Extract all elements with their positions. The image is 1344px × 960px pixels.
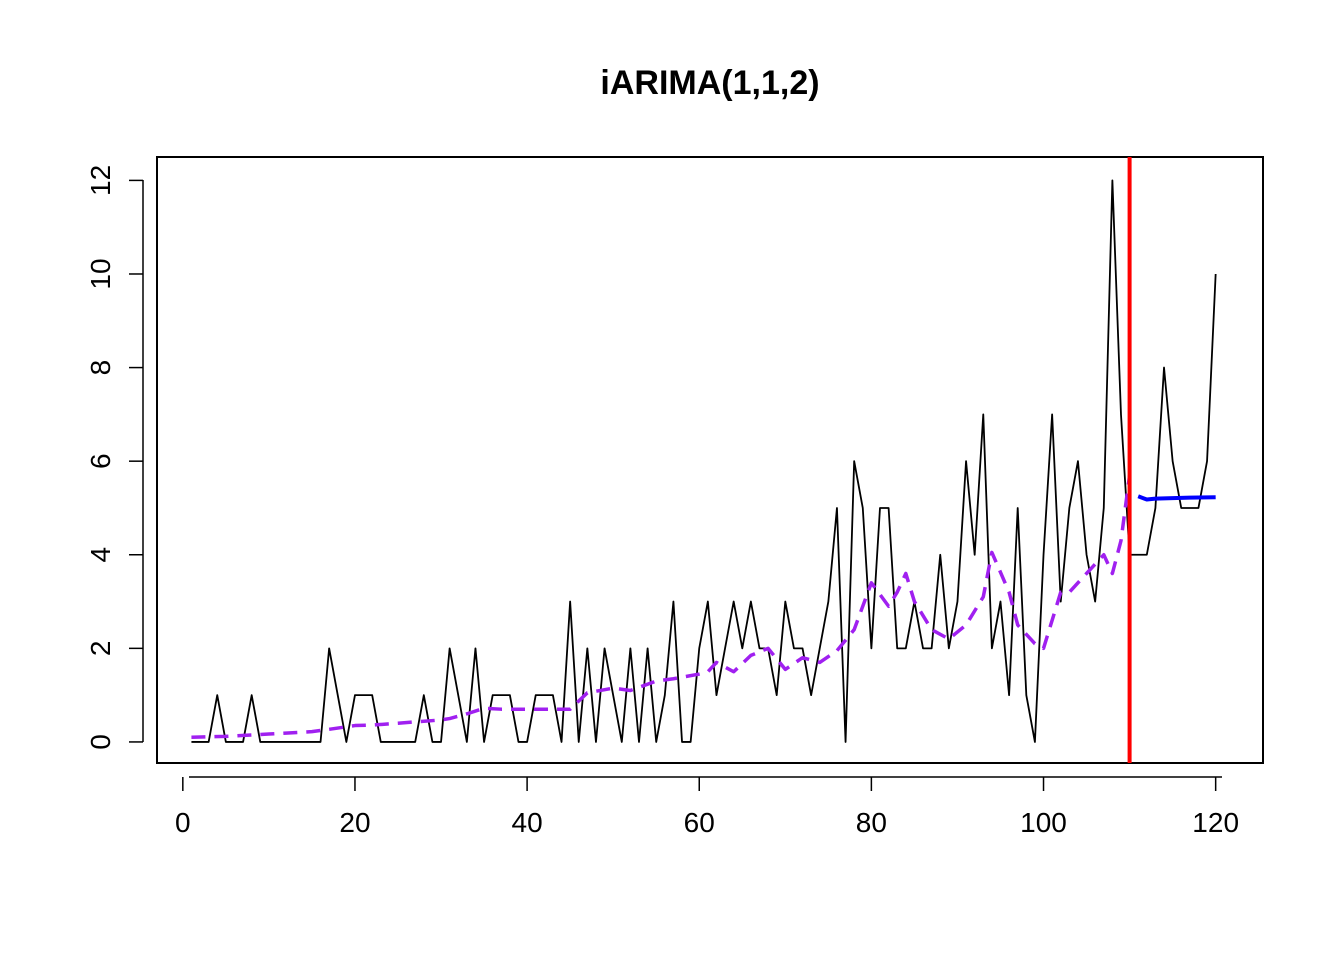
y-tick-label: 6 [85, 453, 116, 469]
plot-frame [156, 156, 1264, 764]
x-tick-label: 0 [175, 807, 191, 838]
y-tick-label: 4 [85, 547, 116, 563]
x-tick-label: 80 [856, 807, 887, 838]
y-tick-label: 0 [85, 734, 116, 750]
fitted-series-line [191, 474, 1132, 740]
forecast-series-line [1137, 494, 1216, 502]
y-tick-label: 2 [85, 641, 116, 657]
chart-title: iARIMA(1,1,2) [600, 64, 819, 102]
x-tick-label: 40 [512, 807, 543, 838]
x-tick-label: 20 [339, 807, 370, 838]
y-tick-label: 12 [85, 165, 116, 196]
y-axis-ticks: 0 2 4 6 8 10 12 [85, 165, 143, 750]
actuals-series-line [191, 179, 1217, 743]
x-tick-label: 120 [1192, 807, 1239, 838]
y-tick-label: 10 [85, 258, 116, 289]
x-tick-label: 100 [1020, 807, 1067, 838]
series-layer [191, 157, 1217, 763]
x-axis-ticks: 0 20 40 60 80 100 120 [175, 777, 1239, 838]
x-tick-label: 60 [684, 807, 715, 838]
y-tick-label: 8 [85, 360, 116, 376]
